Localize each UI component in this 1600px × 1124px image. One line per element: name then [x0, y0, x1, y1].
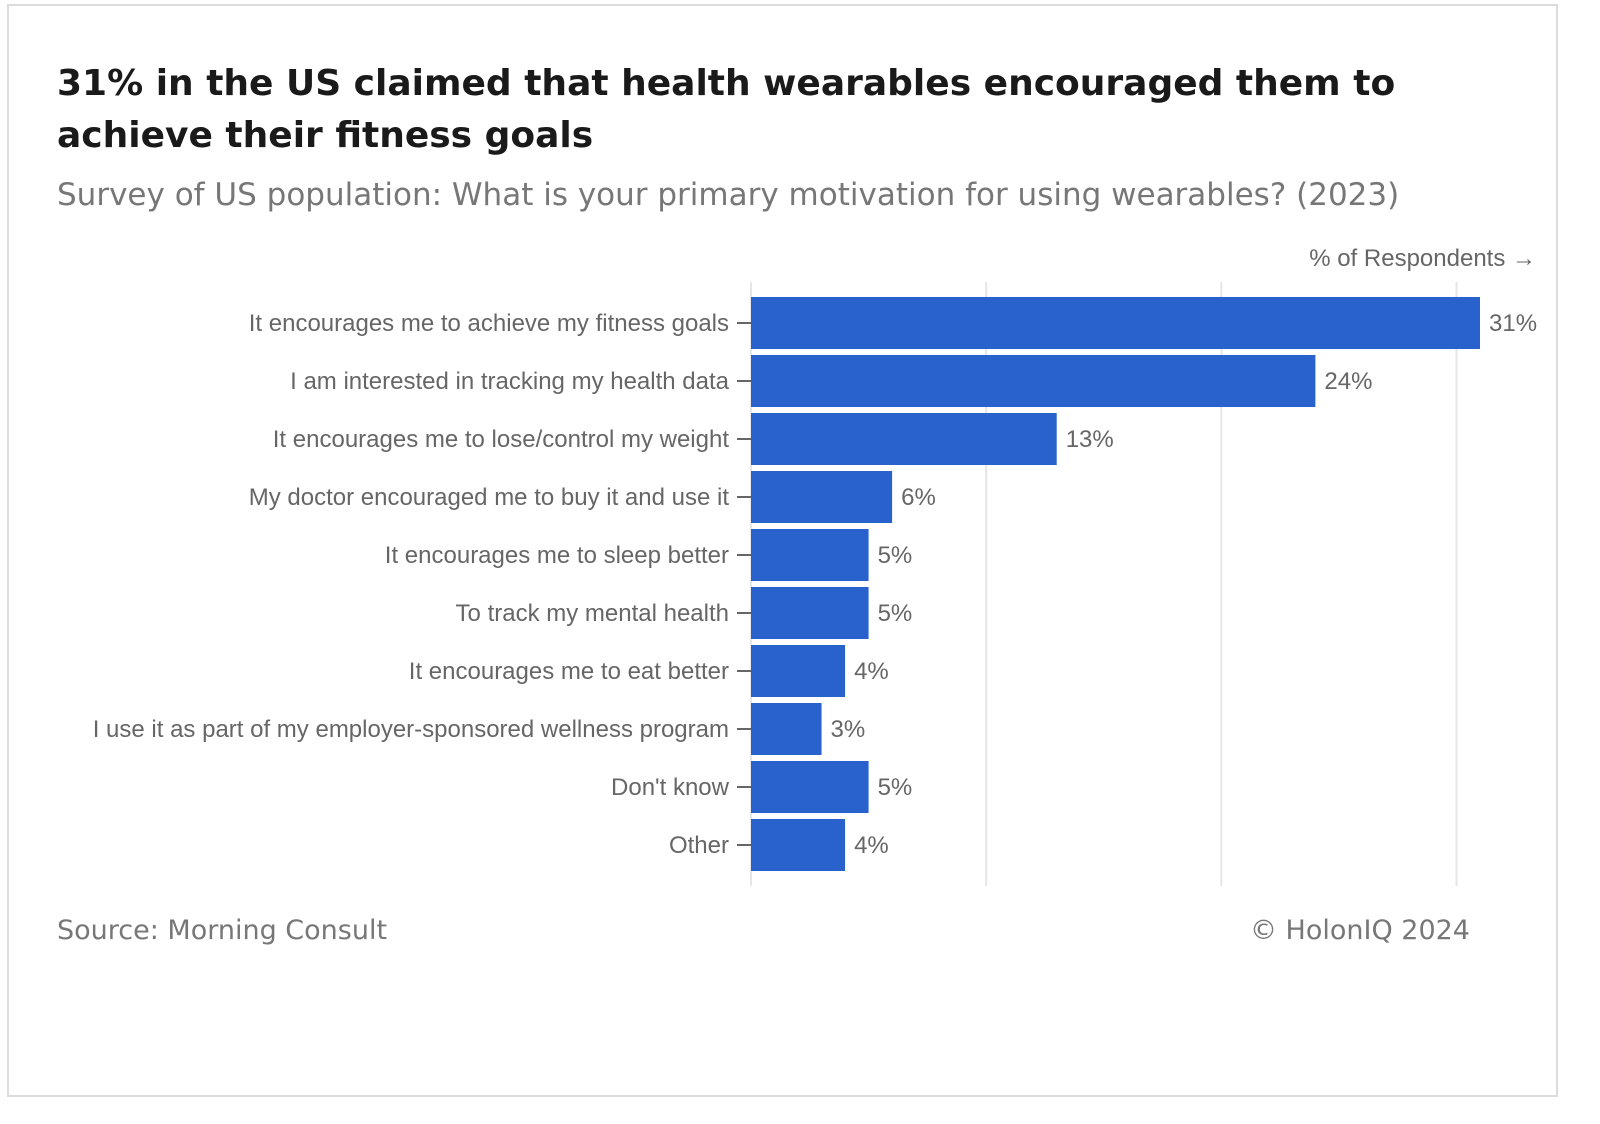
category-label-2: It encourages me to lose/control my weig…	[273, 426, 730, 453]
value-label-2: 13%	[1066, 426, 1114, 453]
source-note: Source: Morning Consult	[57, 915, 388, 946]
category-label-8: Don't know	[611, 774, 730, 801]
value-label-9: 4%	[854, 832, 889, 859]
bars: It encourages me to achieve my fitness g…	[93, 297, 1537, 871]
bar-5	[751, 587, 869, 639]
bar-3	[751, 471, 893, 523]
bar-2	[751, 413, 1057, 465]
bar-9	[751, 819, 846, 871]
value-label-6: 4%	[854, 658, 889, 685]
category-label-0: It encourages me to achieve my fitness g…	[249, 310, 729, 337]
chart-subtitle: Survey of US population: What is your pr…	[57, 177, 1400, 213]
category-label-1: I am interested in tracking my health da…	[290, 368, 730, 395]
bar-7	[751, 703, 822, 755]
bar-4	[751, 529, 869, 581]
copyright-note: © HolonIQ 2024	[1249, 915, 1470, 946]
value-label-0: 31%	[1489, 310, 1537, 337]
chart-title: 31% in the US claimed that health wearab…	[57, 63, 1396, 156]
category-label-9: Other	[669, 832, 729, 859]
value-label-1: 24%	[1324, 368, 1372, 395]
value-label-5: 5%	[878, 600, 913, 627]
x-axis-label: % of Respondents →	[1309, 245, 1536, 272]
category-label-3: My doctor encouraged me to buy it and us…	[249, 484, 730, 511]
bar-8	[751, 761, 869, 813]
bar-1	[751, 355, 1316, 407]
bar-0	[751, 297, 1480, 349]
bar-6	[751, 645, 846, 697]
value-label-8: 5%	[878, 774, 913, 801]
value-label-4: 5%	[878, 542, 913, 569]
category-label-4: It encourages me to sleep better	[385, 542, 729, 569]
value-label-7: 3%	[831, 716, 866, 743]
value-label-3: 6%	[901, 484, 936, 511]
category-label-6: It encourages me to eat better	[409, 658, 729, 685]
category-label-5: To track my mental health	[456, 600, 729, 627]
category-label-7: I use it as part of my employer-sponsore…	[93, 716, 729, 743]
